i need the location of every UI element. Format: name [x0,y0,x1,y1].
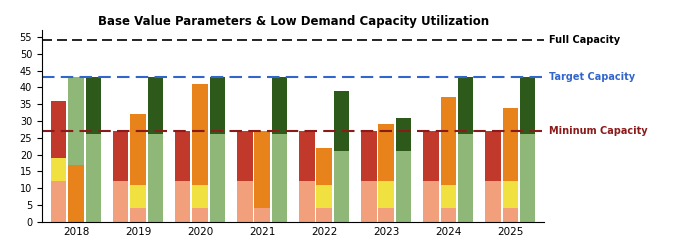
Bar [51,158,66,181]
Bar [520,134,535,222]
Text: Mininum Capacity: Mininum Capacity [549,126,647,136]
Bar [113,181,128,222]
Bar [520,77,535,134]
Bar [272,134,288,222]
Bar [175,131,191,181]
Bar [378,208,394,222]
Bar [68,77,84,165]
Bar [378,124,394,181]
Bar [334,91,349,151]
Bar [175,181,191,222]
Bar [458,134,473,222]
Bar [299,131,315,181]
Bar [458,77,473,134]
Bar [68,165,84,222]
Bar [193,84,208,185]
Bar [209,134,225,222]
Bar [51,181,66,222]
Bar [86,77,101,134]
Bar [113,131,128,181]
Bar [423,181,438,222]
Bar [237,131,253,181]
Bar [423,131,438,181]
Bar [131,114,146,185]
Bar [440,185,456,208]
Bar [485,181,500,222]
Bar [361,181,377,222]
Bar [503,108,518,181]
Bar [316,148,332,185]
Bar [299,181,315,222]
Bar [272,77,288,134]
Text: Full Capacity: Full Capacity [549,35,620,45]
Bar [503,181,518,208]
Title: Base Value Parameters & Low Demand Capacity Utilization: Base Value Parameters & Low Demand Capac… [98,15,489,28]
Bar [148,134,163,222]
Bar [361,131,377,181]
Bar [396,151,411,222]
Bar [334,151,349,222]
Bar [254,131,270,208]
Bar [131,185,146,208]
Bar [254,208,270,222]
Bar [316,208,332,222]
Bar [485,131,500,181]
Bar [209,77,225,134]
Text: Target Capacity: Target Capacity [549,72,634,82]
Bar [51,101,66,158]
Bar [378,181,394,208]
Bar [237,181,253,222]
Bar [86,134,101,222]
Bar [440,98,456,185]
Bar [316,185,332,208]
Bar [396,118,411,151]
Bar [148,77,163,134]
Bar [131,208,146,222]
Bar [193,185,208,208]
Bar [440,208,456,222]
Bar [193,208,208,222]
Bar [503,208,518,222]
